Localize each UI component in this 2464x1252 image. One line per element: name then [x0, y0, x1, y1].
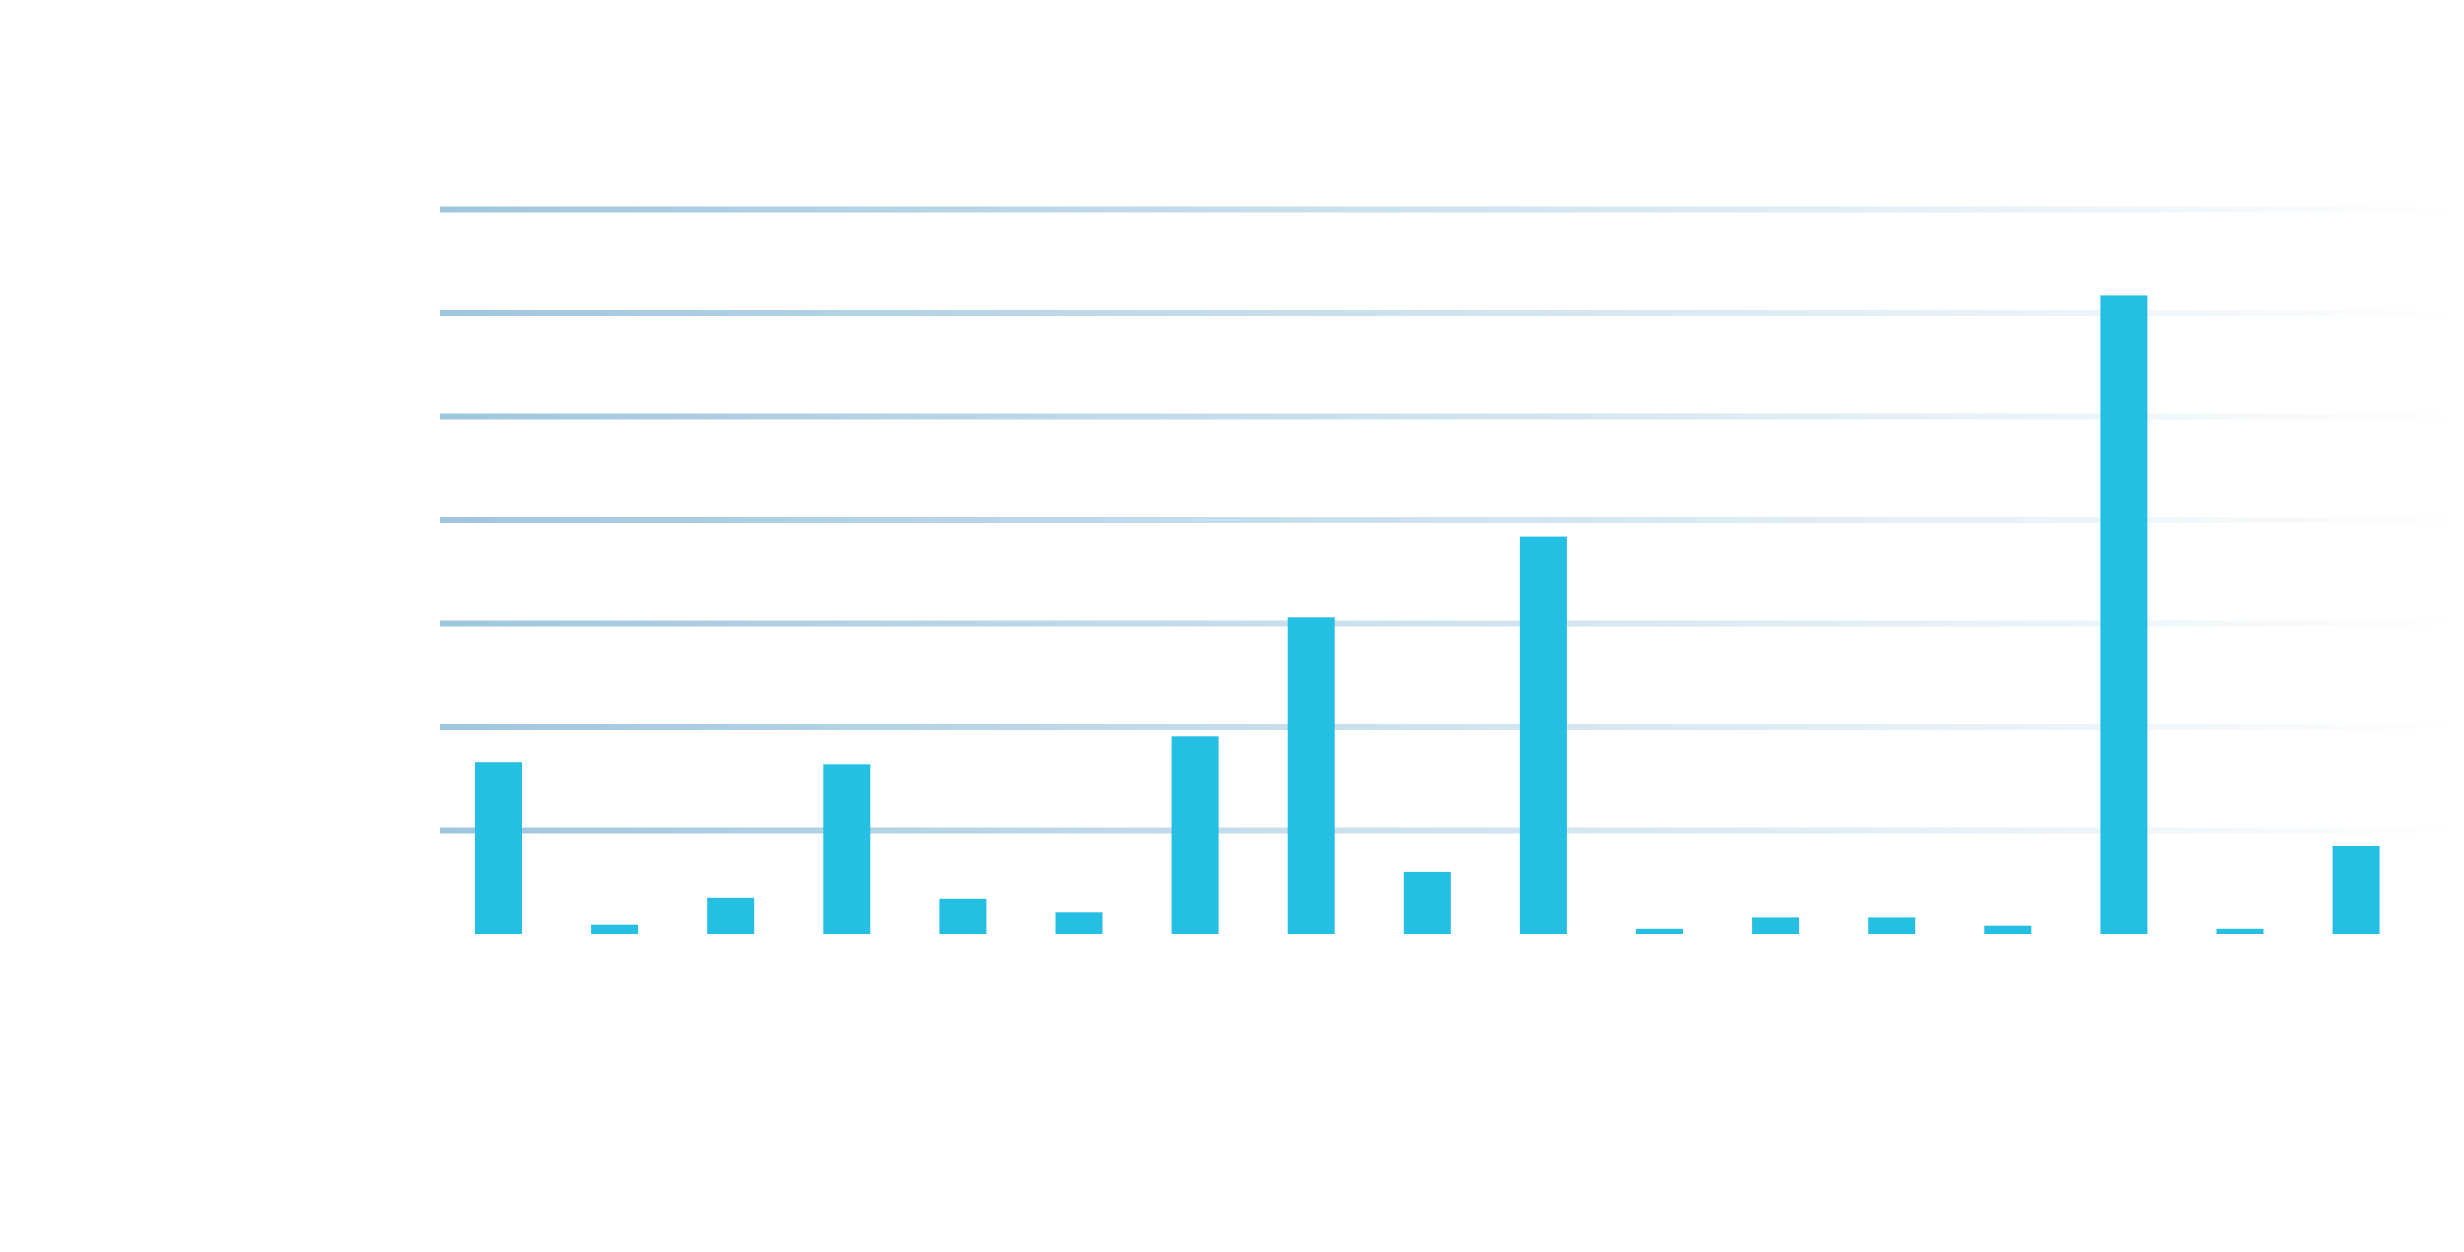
bar-2 [591, 924, 639, 934]
gridline-2 [440, 724, 2464, 730]
bar-4 [823, 764, 871, 934]
gridline-7 [440, 206, 2464, 213]
bar-5 [939, 898, 987, 934]
gridline-6 [440, 310, 2464, 316]
bar-10 [1519, 536, 1567, 934]
bar-9 [1403, 871, 1451, 934]
bar-1 [475, 762, 522, 934]
bar-12 [1752, 917, 1800, 934]
bar-6 [1055, 912, 1103, 934]
bar-16 [2216, 928, 2264, 934]
gridlines [440, 206, 2464, 834]
gridline-4 [440, 517, 2464, 523]
gridline-1 [440, 827, 2464, 834]
bar-14 [1984, 925, 2032, 934]
bar-3 [707, 897, 755, 934]
bar-13 [1868, 917, 1916, 934]
bars [475, 295, 2380, 934]
bar-8 [1287, 617, 1335, 934]
gridline-3 [440, 620, 2464, 627]
bar-17 [2332, 846, 2380, 934]
bar-15 [2100, 295, 2148, 934]
bar-11 [1636, 928, 1683, 934]
gridline-5 [440, 413, 2464, 420]
bar-7 [1171, 736, 1219, 934]
